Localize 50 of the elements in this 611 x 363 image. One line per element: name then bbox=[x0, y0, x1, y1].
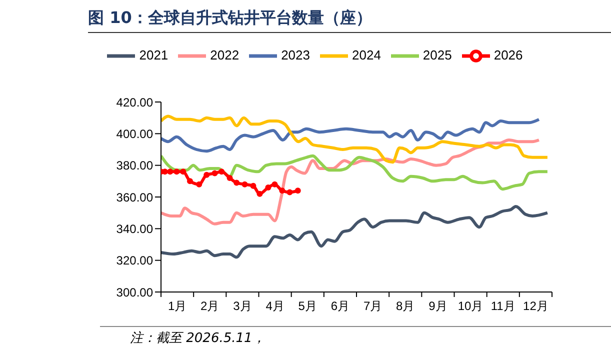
line-series bbox=[161, 205, 549, 259]
y-tick-label: 400.00 bbox=[116, 126, 154, 141]
point bbox=[212, 170, 218, 176]
point bbox=[174, 168, 180, 175]
point bbox=[226, 175, 233, 181]
x-tick-label: 2月 bbox=[200, 299, 220, 313]
y-tick-label: 320.00 bbox=[116, 254, 154, 268]
x-tick-label: 10月 bbox=[458, 299, 484, 313]
x-tick-label: 9月 bbox=[428, 299, 448, 313]
x-tick-label: 1月 bbox=[168, 299, 187, 313]
point bbox=[279, 188, 286, 194]
x-tick-label: 3月 bbox=[233, 299, 252, 313]
legend-label: 2025 bbox=[422, 47, 452, 62]
point bbox=[242, 181, 248, 188]
point bbox=[250, 182, 256, 189]
legend-label: 2021 bbox=[139, 47, 168, 62]
y-tick-label: 360.00 bbox=[116, 190, 154, 204]
text: 注：截至 2026.5.11， bbox=[100, 329, 611, 347]
point bbox=[187, 178, 193, 184]
point bbox=[204, 172, 210, 178]
legend-label: 2023 bbox=[281, 47, 310, 62]
line-series bbox=[161, 154, 549, 191]
point bbox=[265, 184, 272, 190]
point bbox=[167, 168, 174, 175]
point bbox=[294, 188, 301, 194]
x-tick-label: 12月 bbox=[523, 299, 548, 313]
point bbox=[218, 168, 225, 175]
chart-title: 图 10：全球自升式钻井平台数量（座） bbox=[88, 8, 611, 33]
y-tick-label: 300.00 bbox=[116, 285, 154, 300]
point bbox=[234, 180, 240, 186]
y-tick-label: 340.00 bbox=[116, 222, 154, 236]
y-tick-label: 380.00 bbox=[116, 158, 154, 173]
y-tick-label: 420.00 bbox=[116, 95, 154, 110]
line-series bbox=[161, 138, 540, 226]
line-series bbox=[161, 114, 549, 164]
x-tick-label: 4月 bbox=[266, 299, 284, 313]
x-tick-label: 6月 bbox=[330, 299, 350, 313]
point bbox=[180, 168, 186, 175]
x-tick-label: 7月 bbox=[363, 299, 382, 313]
point bbox=[286, 189, 293, 196]
point bbox=[272, 181, 278, 188]
x-tick-label: 8月 bbox=[396, 299, 415, 313]
x-tick-label: 5月 bbox=[298, 299, 317, 313]
line-series bbox=[161, 118, 540, 153]
x-tick-label: 11月 bbox=[490, 299, 516, 313]
legend-label: 2022 bbox=[210, 47, 240, 62]
point bbox=[196, 181, 202, 188]
point bbox=[256, 190, 263, 197]
legend-label: 2024 bbox=[352, 47, 381, 62]
legend-label: 2026 bbox=[494, 47, 523, 62]
